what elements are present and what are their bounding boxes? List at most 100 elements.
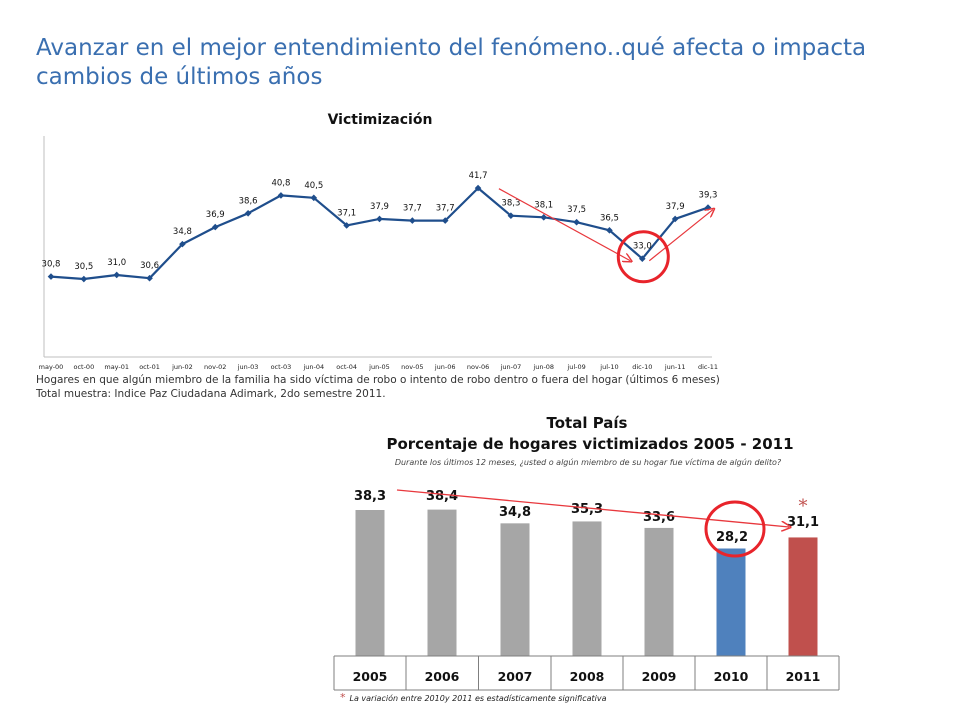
line-data-label-jun-04: 40,5: [304, 181, 323, 191]
line-point-jul-09: [573, 218, 580, 226]
line-data-label-may-01: 31,0: [107, 258, 126, 268]
bar-tick-label-2011: 2011: [786, 669, 821, 684]
line-data-label-oct-03: 40,8: [271, 178, 290, 188]
line-tick-label-may-01: may-01: [104, 363, 129, 371]
line-data-label-nov-06: 41,7: [469, 171, 488, 181]
bar-chart-subtitle: Porcentaje de hogares victimizados 2005 …: [386, 435, 793, 453]
line-tick-label-may-00: may-00: [39, 363, 64, 371]
line-data-label-oct-01: 30,6: [140, 261, 159, 271]
bar-data-label-2008: 35,3: [571, 502, 603, 517]
line-point-may-01: [113, 271, 120, 279]
line-point-nov-06: [474, 184, 482, 192]
caption-line-1: Hogares en que algún miembro de la famil…: [36, 374, 720, 386]
bar-data-label-2007: 34,8: [499, 505, 531, 520]
down-trend-arrow: [498, 188, 630, 261]
line-data-label-oct-00: 30,5: [74, 262, 93, 272]
line-data-label-nov-05: 37,7: [403, 204, 422, 214]
line-data-label-jun-06: 37,7: [436, 204, 455, 214]
line-tick-label-nov-02: nov-02: [204, 363, 226, 371]
line-data-label-jun-11: 37,9: [666, 202, 685, 212]
bar-tick-label-2008: 2008: [570, 669, 605, 684]
bar-data-label-2010: 28,2: [716, 530, 748, 545]
bar-2007: [500, 523, 530, 656]
bar-chart-title: Total País: [547, 414, 628, 432]
line-point-jun-07: [507, 212, 515, 219]
line-point-oct-04: [343, 222, 350, 229]
line-point-dic-10: [639, 255, 646, 263]
line-point-oct-03: [277, 192, 285, 199]
bar-2011: [788, 537, 818, 656]
bar-data-label-2011: 31,1: [787, 515, 819, 530]
line-point-jun-02: [179, 240, 186, 248]
bar-tick-label-2005: 2005: [353, 669, 388, 684]
line-data-label-jun-08: 38,1: [534, 200, 553, 210]
line-point-nov-05: [409, 217, 416, 224]
line-point-jun-03: [244, 209, 252, 217]
line-data-label-oct-04: 37,1: [337, 208, 356, 218]
line-tick-label-jul-10: jul-10: [599, 363, 618, 371]
line-tick-label-oct-00: oct-00: [73, 363, 94, 371]
line-point-nov-02: [211, 223, 219, 231]
line-tick-label-dic-10: dic-10: [632, 363, 652, 371]
up-trend-arrow: [648, 210, 713, 262]
footnote-star: *: [340, 691, 346, 704]
slide-title: Avanzar en el mejor entendimiento del fe…: [36, 34, 936, 92]
line-data-label-jul-10: 36,5: [600, 213, 619, 223]
line-point-jun-05: [376, 215, 383, 223]
slide-title-line-2: cambios de últimos años: [36, 64, 323, 90]
bar-chart-question: Durante los últimos 12 meses, ¿usted o a…: [395, 458, 782, 467]
bar-2005: [355, 510, 385, 656]
bar-tick-label-2009: 2009: [642, 669, 677, 684]
line-tick-label-jun-07: jun-07: [500, 363, 522, 371]
bar-2010: [716, 548, 746, 656]
line-chart-caption: Hogares en que algún miembro de la famil…: [36, 373, 720, 401]
bar-data-label-2009: 33,6: [643, 510, 675, 525]
line-tick-label-oct-04: oct-04: [336, 363, 357, 371]
line-point-jul-10: [606, 227, 613, 234]
line-point-oct-01: [146, 274, 153, 282]
line-point-may-00: [47, 273, 55, 280]
caption-line-2: Total muestra: Indice Paz Ciudadana Adim…: [36, 388, 386, 400]
highlight-circle-2010: [704, 500, 766, 558]
bar-trend-arrow: [396, 489, 789, 527]
highlight-circle-dic-10: [616, 230, 670, 284]
footnote-text: La variación entre 2010y 2011 es estadís…: [349, 694, 607, 703]
line-data-label-dic-11: 39,3: [699, 191, 718, 201]
line-data-label-jul-09: 37,5: [567, 205, 586, 215]
line-tick-label-jul-09: jul-09: [566, 363, 585, 371]
line-tick-label-oct-03: oct-03: [271, 363, 292, 371]
line-data-label-jun-07: 38,3: [501, 199, 520, 209]
bar-tick-label-2007: 2007: [498, 669, 533, 684]
line-tick-label-jun-11: jun-11: [664, 363, 686, 371]
line-tick-label-jun-04: jun-04: [302, 363, 324, 371]
bar-data-label-2006: 38,4: [426, 489, 458, 504]
slide-title-line-1: Avanzar en el mejor entendimiento del fe…: [36, 35, 867, 61]
bar-2006: [427, 509, 457, 656]
line-data-label-jun-02: 34,8: [173, 227, 192, 237]
bar-tick-label-2010: 2010: [714, 669, 749, 684]
line-point-jun-06: [441, 217, 449, 224]
line-tick-label-nov-05: nov-05: [401, 363, 423, 371]
line-tick-label-oct-01: oct-01: [139, 363, 160, 371]
line-tick-label-jun-03: jun-03: [237, 363, 259, 371]
line-data-label-nov-02: 36,9: [206, 210, 225, 220]
bar-2008: [572, 521, 602, 656]
bar-data-label-2005: 38,3: [354, 489, 386, 504]
significance-footnote: * La variación entre 2010y 2011 es estadí…: [340, 691, 607, 704]
line-chart-title: Victimización: [328, 112, 433, 128]
significance-star-2011: *: [799, 496, 808, 517]
line-tick-label-jun-02: jun-02: [171, 363, 193, 371]
bar-2009: [644, 527, 674, 656]
line-point-jun-11: [671, 215, 679, 223]
line-tick-label-jun-08: jun-08: [532, 363, 554, 371]
line-data-label-dic-10: 33,0: [633, 242, 652, 252]
line-tick-label-jun-06: jun-06: [434, 363, 456, 371]
line-point-oct-00: [80, 275, 88, 283]
line-tick-label-nov-06: nov-06: [467, 363, 489, 371]
line-point-jun-04: [310, 194, 318, 202]
line-tick-label-dic-11: dic-11: [698, 363, 718, 371]
line-data-label-jun-05: 37,9: [370, 202, 389, 212]
line-point-jun-08: [540, 214, 548, 221]
